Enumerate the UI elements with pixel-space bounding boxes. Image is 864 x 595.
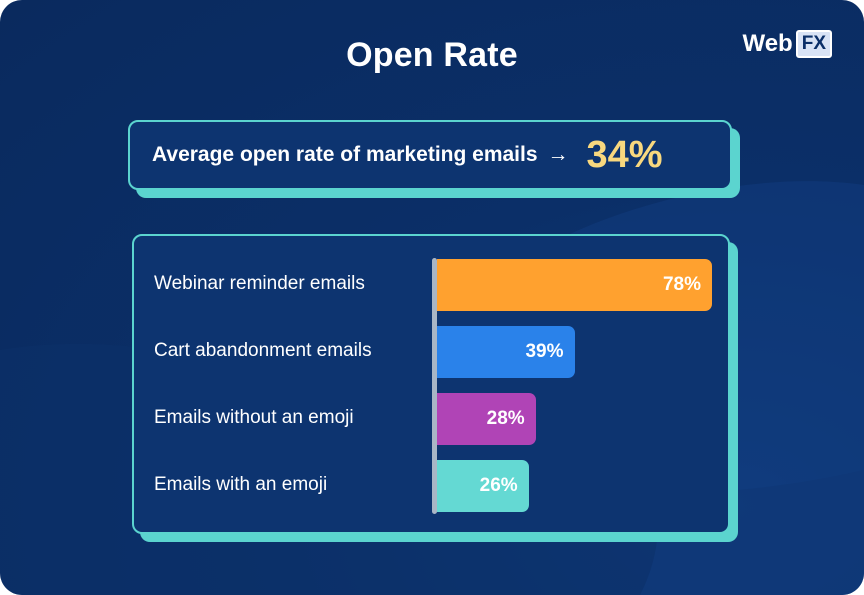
- category-label: Emails with an emoji: [154, 474, 328, 495]
- logo-brand-suffix: FX: [795, 30, 832, 58]
- average-open-rate-box: Average open rate of marketing emails → …: [128, 120, 732, 190]
- bar: 26%: [437, 460, 529, 512]
- category-label: Cart abandonment emails: [154, 340, 372, 361]
- page-title: Open Rate: [346, 36, 518, 74]
- bar-value-label: 28%: [486, 408, 525, 429]
- chart-axis-line: [432, 258, 437, 514]
- category-label: Emails without an emoji: [154, 407, 354, 428]
- bar-value-label: 78%: [662, 274, 701, 295]
- bar: 78%: [437, 259, 712, 311]
- bar: 28%: [437, 393, 536, 445]
- average-value: 34%: [586, 133, 663, 176]
- bar-chart-panel: Webinar reminder emails 78% Cart abandonme…: [132, 234, 730, 534]
- webfx-logo: Web FX: [742, 30, 832, 58]
- bar-value-label: 26%: [479, 475, 518, 496]
- category-label: Webinar reminder emails: [154, 273, 365, 294]
- logo-brand: Web: [742, 30, 793, 57]
- bar-value-label: 39%: [525, 341, 564, 362]
- average-label: Average open rate of marketing emails: [152, 143, 538, 166]
- bar: 39%: [437, 326, 575, 378]
- arrow-right-icon: →: [547, 143, 569, 166]
